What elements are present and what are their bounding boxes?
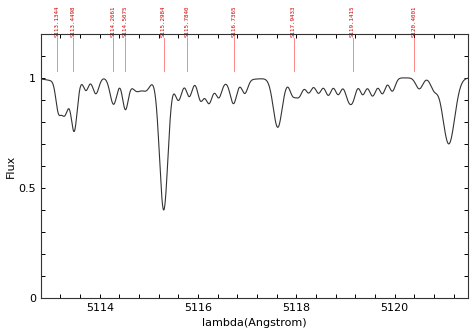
Text: S114.5075: S114.5075 bbox=[122, 6, 127, 37]
X-axis label: lambda(Angstrom): lambda(Angstrom) bbox=[202, 318, 307, 328]
Text: S113.4498: S113.4498 bbox=[70, 6, 75, 37]
Text: S114.2661: S114.2661 bbox=[110, 6, 115, 37]
Text: S113.1344: S113.1344 bbox=[55, 6, 60, 37]
Y-axis label: Flux: Flux bbox=[6, 154, 16, 178]
Text: S115.7840: S115.7840 bbox=[185, 6, 190, 37]
Text: S115.2984: S115.2984 bbox=[161, 6, 166, 37]
Text: S117.9433: S117.9433 bbox=[291, 6, 296, 37]
Text: S116.7365: S116.7365 bbox=[232, 6, 237, 37]
Text: S119.1415: S119.1415 bbox=[350, 6, 355, 37]
Text: S120.4001: S120.4001 bbox=[412, 6, 417, 37]
